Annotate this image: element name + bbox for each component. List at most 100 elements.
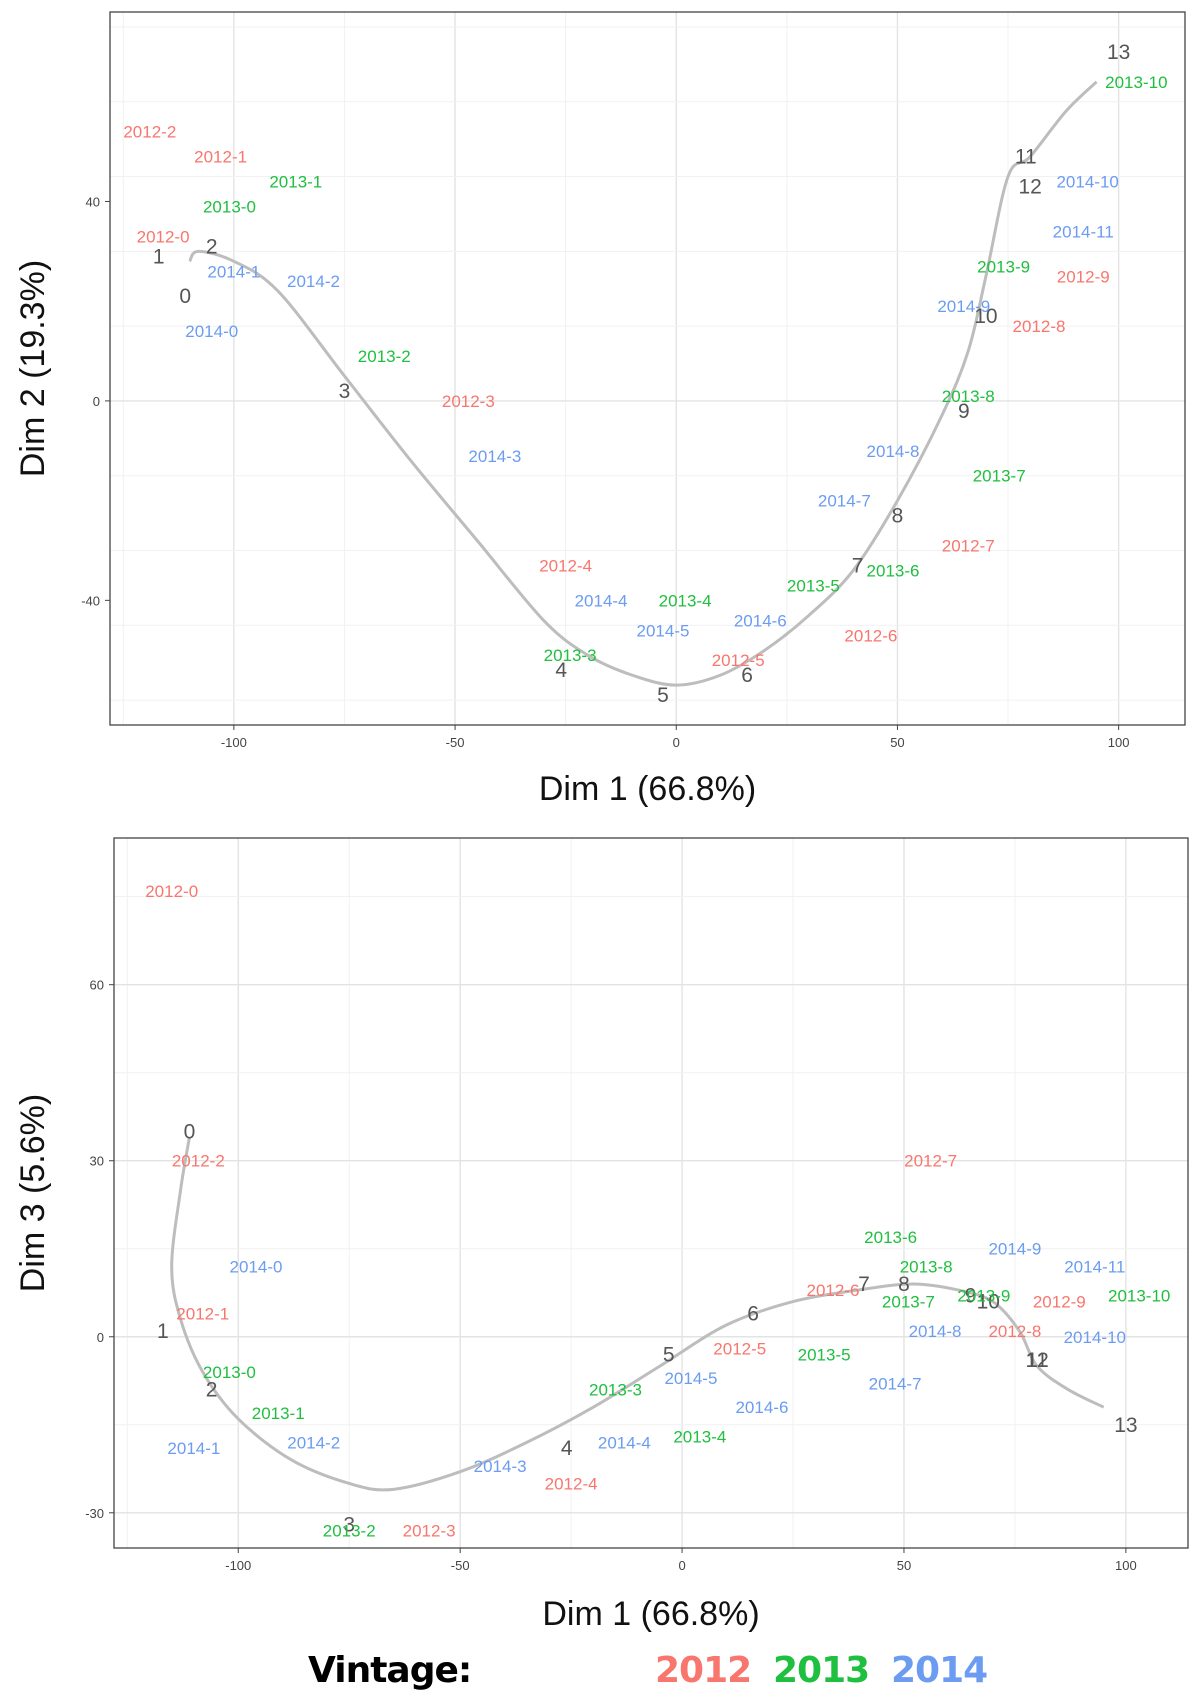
index-label-2: 2 xyxy=(206,1379,218,1402)
point-label-2013-2: 2013-2 xyxy=(323,1521,376,1540)
x-tick-label: -50 xyxy=(451,1558,470,1573)
point-label-2014-1: 2014-1 xyxy=(167,1439,220,1458)
plot-panel xyxy=(114,838,1188,1548)
x-axis-label: Dim 1 (66.8%) xyxy=(542,1595,759,1633)
point-label-2014-4: 2014-4 xyxy=(598,1433,651,1452)
index-label-10: 10 xyxy=(974,305,997,328)
trajectory-curve xyxy=(188,80,1098,687)
point-label-2014-8: 2014-8 xyxy=(867,442,920,461)
point-label-2013-1: 2013-1 xyxy=(252,1404,305,1423)
point-label-2013-9: 2013-9 xyxy=(957,1287,1010,1306)
legend-title: Vintage: xyxy=(308,1650,472,1691)
point-label-2013-8: 2013-8 xyxy=(900,1257,953,1276)
point-label-2014-9: 2014-9 xyxy=(988,1240,1041,1259)
point-label-2013-3: 2013-3 xyxy=(589,1381,642,1400)
index-label-9: 9 xyxy=(958,400,970,423)
point-label-2012-1: 2012-1 xyxy=(176,1304,229,1323)
point-label-2014-2: 2014-2 xyxy=(287,1433,340,1452)
point-label-2012-3: 2012-3 xyxy=(403,1521,456,1540)
index-label-8: 8 xyxy=(898,1273,910,1296)
point-label-2012-7: 2012-7 xyxy=(904,1152,957,1171)
point-label-2012-4: 2012-4 xyxy=(545,1474,598,1493)
x-tick-label: 100 xyxy=(1108,735,1130,750)
point-label-2014-2: 2014-2 xyxy=(287,272,340,291)
point-label-2012-0: 2012-0 xyxy=(145,882,198,901)
point-label-2012-9: 2012-9 xyxy=(1033,1293,1086,1312)
index-label-11: 11 xyxy=(1015,146,1037,169)
legend-entry-2013: 2013 xyxy=(773,1650,870,1691)
point-label-2014-5: 2014-5 xyxy=(664,1369,717,1388)
legend: Vintage: 2012 2013 2014 xyxy=(0,1648,1200,1698)
plot-border xyxy=(113,837,1189,1549)
point-label-2012-1: 2012-1 xyxy=(194,148,247,167)
point-label-2013-2: 2013-2 xyxy=(358,347,411,366)
index-label-3: 3 xyxy=(339,380,351,403)
x-tick-label: 0 xyxy=(678,1558,685,1573)
x-tick-label: 50 xyxy=(890,735,904,750)
legend-entry-2012: 2012 xyxy=(655,1650,752,1691)
index-label-7: 7 xyxy=(858,1273,870,1296)
point-label-2012-6: 2012-6 xyxy=(806,1281,859,1300)
index-label-6: 6 xyxy=(747,1302,759,1325)
point-label-2012-5: 2012-5 xyxy=(713,1339,766,1358)
index-label-8: 8 xyxy=(892,505,904,528)
index-label-1: 1 xyxy=(157,1320,169,1343)
point-label-2013-5: 2013-5 xyxy=(787,576,840,595)
point-label-2013-6: 2013-6 xyxy=(867,561,920,580)
plot-panel xyxy=(110,12,1185,725)
y-axis-label: Dim 3 (5.6%) xyxy=(14,1094,52,1292)
point-label-2013-0: 2013-0 xyxy=(203,197,256,216)
point-label-2014-5: 2014-5 xyxy=(637,621,690,640)
point-label-2012-4: 2012-4 xyxy=(539,556,592,575)
y-tick-label: 40 xyxy=(86,194,100,209)
point-label-2012-7: 2012-7 xyxy=(942,537,995,556)
point-label-2013-6: 2013-6 xyxy=(864,1228,917,1247)
point-label-2013-7: 2013-7 xyxy=(973,467,1026,486)
y-tick-label: 0 xyxy=(93,394,100,409)
point-label-2012-8: 2012-8 xyxy=(988,1322,1041,1341)
index-label-10: 10 xyxy=(977,1291,1000,1314)
point-label-2013-8: 2013-8 xyxy=(942,387,995,406)
index-label-0: 0 xyxy=(179,285,191,308)
index-label-5: 5 xyxy=(663,1343,675,1366)
point-label-2014-3: 2014-3 xyxy=(468,447,521,466)
index-label-1: 1 xyxy=(153,245,165,268)
point-label-2014-6: 2014-6 xyxy=(734,611,787,630)
index-label-13: 13 xyxy=(1114,1414,1137,1437)
point-label-2014-0: 2014-0 xyxy=(230,1257,283,1276)
index-label-5: 5 xyxy=(657,684,669,707)
point-label-2013-0: 2013-0 xyxy=(203,1363,256,1382)
x-tick-label: -50 xyxy=(446,735,465,750)
index-label-12: 12 xyxy=(1025,1349,1048,1372)
y-tick-label: 30 xyxy=(90,1154,104,1169)
point-label-2013-3: 2013-3 xyxy=(544,646,597,665)
point-label-2012-5: 2012-5 xyxy=(712,651,765,670)
point-label-2012-3: 2012-3 xyxy=(442,392,495,411)
point-label-2014-7: 2014-7 xyxy=(869,1375,922,1394)
y-tick-label: -30 xyxy=(85,1506,104,1521)
y-tick-label: 60 xyxy=(90,978,104,993)
index-label-12: 12 xyxy=(1018,176,1041,199)
x-axis-label: Dim 1 (66.8%) xyxy=(539,770,756,808)
point-label-2014-6: 2014-6 xyxy=(735,1398,788,1417)
index-label-0: 0 xyxy=(184,1120,196,1143)
point-label-2014-3: 2014-3 xyxy=(474,1457,527,1476)
point-label-2014-4: 2014-4 xyxy=(575,591,628,610)
point-label-2013-1: 2013-1 xyxy=(269,173,322,192)
point-label-2013-10: 2013-10 xyxy=(1105,73,1167,92)
point-label-2012-0: 2012-0 xyxy=(137,227,190,246)
index-label-11: 11 xyxy=(1026,1349,1048,1372)
x-tick-label: 100 xyxy=(1115,1558,1137,1573)
point-label-2012-2: 2012-2 xyxy=(172,1152,225,1171)
y-tick-label: 0 xyxy=(97,1330,104,1345)
point-label-2014-11: 2014-11 xyxy=(1064,1257,1125,1276)
index-label-7: 7 xyxy=(852,554,864,577)
point-label-2012-2: 2012-2 xyxy=(123,123,176,142)
point-label-2013-9: 2013-9 xyxy=(977,257,1030,276)
point-label-2012-9: 2012-9 xyxy=(1057,267,1110,286)
point-label-2014-10: 2014-10 xyxy=(1064,1328,1126,1347)
plot-border xyxy=(109,11,1186,726)
point-label-2014-11: 2014-11 xyxy=(1053,222,1114,241)
